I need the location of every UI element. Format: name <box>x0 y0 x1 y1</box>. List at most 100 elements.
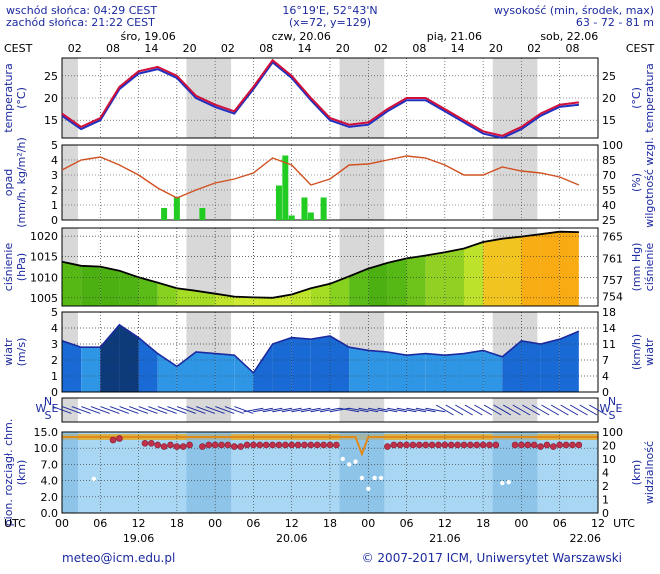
cloud-point <box>243 441 251 449</box>
cloud-point <box>262 441 270 449</box>
night-band <box>62 398 78 422</box>
wind-overlay-frame <box>61 311 599 393</box>
bottom-hour-tick: 00 <box>514 517 528 530</box>
vis-tick-left: 2.0 <box>41 491 59 504</box>
cloud-point <box>569 441 576 449</box>
cloud-point <box>562 441 570 449</box>
wind-tick-right: 11 <box>602 338 616 351</box>
wind-fill <box>483 350 503 392</box>
top-hour-tick: 02 <box>374 42 388 55</box>
top-hour-tick: 08 <box>106 42 120 55</box>
bottom-hour-tick: 18 <box>170 517 184 530</box>
humidity-tick-right: 85 <box>602 154 616 167</box>
cloud-point <box>294 441 302 449</box>
vis-tick-right: 100 <box>602 426 623 439</box>
cloud-point <box>307 441 315 449</box>
pressure-fill <box>62 261 82 306</box>
vis-tick-right: 0 <box>602 507 609 520</box>
night-band <box>62 145 78 220</box>
bottom-hour-tick: 12 <box>132 517 146 530</box>
pressure-fill <box>502 236 522 306</box>
wind-arrow <box>167 406 187 414</box>
cloud-point <box>537 443 544 450</box>
top-hour-tick: 08 <box>259 42 273 55</box>
precip-tick-left: 5 <box>51 139 58 152</box>
wind-arrow <box>339 407 360 413</box>
cloud-point <box>333 441 340 449</box>
wind-arrow <box>464 404 483 416</box>
wind-arrow <box>320 407 340 413</box>
wind-arrow <box>387 407 407 413</box>
pressure-fill <box>559 231 579 306</box>
wind-fill <box>81 347 101 392</box>
right-axis-label: temperatura <box>643 63 656 132</box>
temp-series-max <box>61 58 580 137</box>
top-hour-tick: 08 <box>412 42 426 55</box>
top-day-label: śro, 19.06 <box>121 30 176 43</box>
wind-overlay-panel <box>61 311 599 393</box>
wind-fill <box>291 337 311 392</box>
pressure-tick-left: 1005 <box>30 292 58 305</box>
precip-bar <box>199 208 206 220</box>
pressure-tick-right: 761 <box>602 252 623 265</box>
wind-fill <box>176 352 196 392</box>
pressure-fill <box>157 282 177 306</box>
footer-copyright: © 2007-2017 ICM, Uniwersytet Warszawski <box>362 551 622 565</box>
pressure-series <box>61 230 579 299</box>
bottom-tz-left: UTC <box>4 517 26 530</box>
vis-tick-left: 15.0 <box>34 426 59 439</box>
left-axis-label: pion. rozciągł. chm. <box>2 419 15 527</box>
bottom-date-label: 20.06 <box>276 532 308 545</box>
winddir-w-label: W <box>600 402 611 415</box>
bottom-hour-tick: 06 <box>246 517 260 530</box>
wind-arrow <box>541 404 560 416</box>
coords-text: 16°19'E, 52°43'N <box>282 4 377 17</box>
wind-arrow <box>522 404 540 416</box>
pressure-fill <box>444 248 464 306</box>
top-hour-tick: 20 <box>183 42 197 55</box>
temp-tick-right: 25 <box>602 70 616 83</box>
wind-arrow <box>579 404 598 416</box>
night-band <box>492 145 538 220</box>
wind-tick-left: 0 <box>51 386 58 399</box>
pressure-fill <box>368 262 388 306</box>
temperature-panel: 15 15 20 20 25 25 <box>44 57 616 140</box>
pressure-fill <box>81 265 101 306</box>
wind-fill <box>215 353 235 392</box>
pressure-fill <box>310 283 330 306</box>
cloud-point <box>409 441 417 449</box>
wind-arrow <box>157 406 177 414</box>
cloud-point <box>340 456 345 462</box>
sunset-text: zachód słońca: 21:22 CEST <box>6 16 155 29</box>
pressure-tick-left: 1010 <box>30 271 58 284</box>
wind-arrow <box>406 407 427 413</box>
winddir-w-label: W <box>36 402 47 415</box>
precip-bar <box>161 208 168 220</box>
vis-tick-left: 7.0 <box>41 458 59 471</box>
pressure-fill <box>119 270 139 306</box>
vis-tick-left: 4.0 <box>41 475 59 488</box>
night-band-vis <box>339 432 385 513</box>
wind-fill <box>521 340 541 392</box>
footer-email[interactable]: meteo@icm.edu.pl <box>62 551 175 565</box>
wind-fill <box>100 324 120 392</box>
wind-fill <box>406 353 426 392</box>
humidity-tick-right: 55 <box>602 184 616 197</box>
top-hour-tick: 20 <box>489 42 503 55</box>
wind-arrow <box>367 407 388 413</box>
bottom-hour-tick: 12 <box>591 517 605 530</box>
humidity-tick-right: 25 <box>602 214 616 227</box>
cloud-point <box>454 441 461 449</box>
cloud-point <box>524 441 532 449</box>
wind-arrow <box>109 406 129 414</box>
top-day-label: pią, 21.06 <box>427 30 482 43</box>
pressure-fill <box>425 252 445 306</box>
left-axis-label: (hPa) <box>15 253 28 281</box>
winddir-s-label: S <box>45 409 52 422</box>
winddir-s-label: S <box>609 409 616 422</box>
bottom-hour-tick: 18 <box>323 517 337 530</box>
wind-arrow <box>90 406 110 414</box>
vis-tick-right: 4 <box>602 467 609 480</box>
